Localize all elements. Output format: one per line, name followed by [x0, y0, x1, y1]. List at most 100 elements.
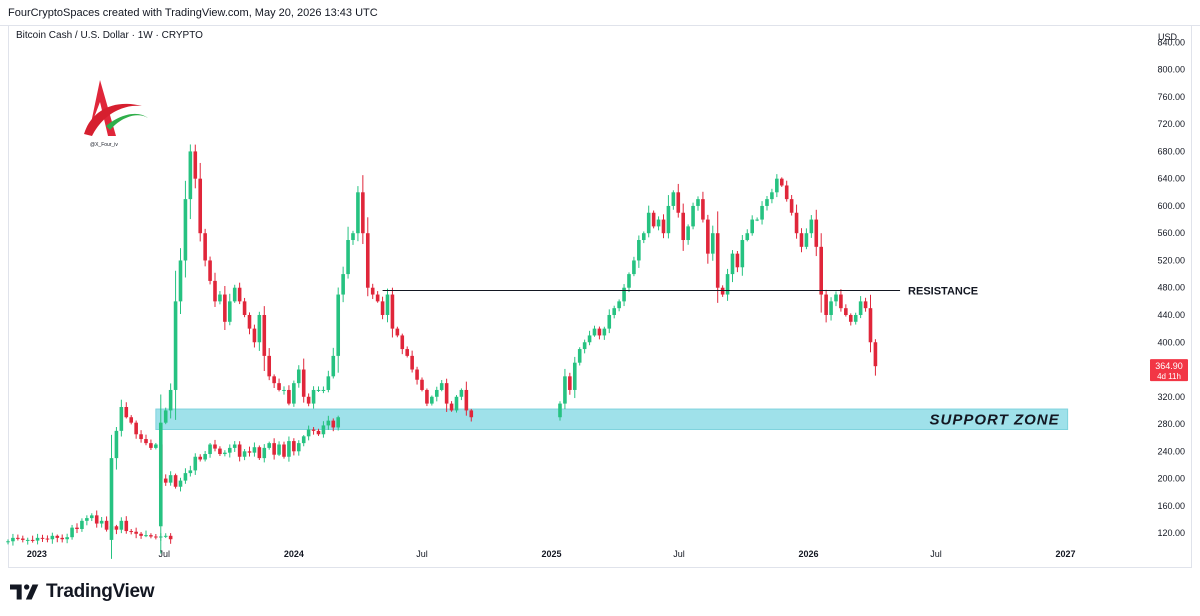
candle[interactable]: [839, 289, 843, 312]
tradingview-footer[interactable]: TradingView: [10, 580, 155, 604]
candle[interactable]: [218, 291, 222, 305]
candle[interactable]: [563, 368, 567, 410]
candle[interactable]: [124, 516, 129, 534]
candle[interactable]: [651, 210, 656, 229]
candle[interactable]: [85, 515, 89, 526]
candle[interactable]: [370, 283, 375, 299]
candle[interactable]: [267, 441, 272, 450]
candle[interactable]: [765, 196, 769, 211]
candle[interactable]: [755, 217, 759, 222]
candle[interactable]: [331, 418, 336, 432]
candle[interactable]: [725, 268, 730, 301]
candle[interactable]: [193, 144, 198, 189]
symbol-title[interactable]: Bitcoin Cash / U.S. Dollar · 1W · CRYPTO: [16, 30, 203, 41]
candle[interactable]: [25, 537, 30, 545]
candle[interactable]: [710, 225, 715, 261]
candle[interactable]: [144, 530, 148, 538]
candle[interactable]: [154, 534, 158, 540]
candle[interactable]: [183, 468, 188, 484]
candle[interactable]: [735, 250, 740, 273]
candle[interactable]: [420, 377, 424, 392]
candle[interactable]: [326, 370, 331, 393]
candle[interactable]: [430, 395, 434, 406]
candle[interactable]: [681, 203, 686, 251]
candle[interactable]: [321, 421, 326, 438]
candle[interactable]: [602, 326, 607, 340]
candle[interactable]: [612, 305, 617, 319]
candle[interactable]: [794, 204, 799, 239]
candle[interactable]: [223, 450, 227, 457]
candle[interactable]: [809, 215, 814, 238]
candle[interactable]: [858, 296, 863, 319]
candle[interactable]: [395, 326, 400, 338]
candle[interactable]: [134, 420, 138, 439]
candle[interactable]: [287, 385, 291, 406]
candle[interactable]: [804, 228, 809, 250]
candle[interactable]: [114, 427, 119, 470]
candle[interactable]: [198, 162, 203, 242]
candle[interactable]: [326, 415, 331, 430]
candle[interactable]: [301, 435, 306, 447]
candle[interactable]: [686, 224, 690, 245]
candle[interactable]: [114, 524, 119, 535]
candle[interactable]: [149, 439, 153, 450]
candle[interactable]: [252, 442, 257, 457]
candle[interactable]: [760, 201, 764, 225]
candle[interactable]: [558, 401, 562, 421]
candle[interactable]: [40, 534, 45, 542]
candle[interactable]: [178, 248, 183, 315]
candle[interactable]: [365, 217, 370, 297]
candle[interactable]: [691, 202, 695, 230]
candle[interactable]: [75, 523, 79, 534]
support-zone-box[interactable]: [155, 408, 1069, 430]
candle[interactable]: [351, 230, 355, 245]
candle[interactable]: [829, 297, 833, 321]
candle[interactable]: [149, 533, 153, 539]
candle[interactable]: [676, 183, 681, 218]
candle[interactable]: [779, 177, 784, 187]
candle[interactable]: [262, 444, 267, 463]
candle[interactable]: [247, 446, 252, 457]
candle[interactable]: [425, 388, 429, 407]
candle[interactable]: [784, 180, 789, 202]
candle[interactable]: [203, 450, 207, 462]
candle[interactable]: [247, 312, 252, 335]
candle[interactable]: [124, 402, 129, 419]
candle[interactable]: [617, 299, 621, 312]
candle[interactable]: [720, 285, 725, 297]
candle[interactable]: [144, 434, 148, 446]
candle[interactable]: [242, 449, 247, 461]
candle[interactable]: [444, 378, 449, 412]
candle[interactable]: [814, 209, 819, 257]
candle[interactable]: [257, 445, 262, 461]
candle[interactable]: [267, 348, 272, 381]
candle[interactable]: [296, 365, 301, 388]
candle[interactable]: [637, 235, 641, 268]
candle[interactable]: [622, 284, 626, 307]
candle[interactable]: [257, 311, 262, 351]
candle[interactable]: [287, 436, 291, 462]
candle[interactable]: [45, 535, 50, 543]
candle[interactable]: [168, 533, 173, 544]
candle[interactable]: [454, 395, 459, 413]
candle[interactable]: [449, 401, 454, 412]
candle[interactable]: [173, 473, 178, 489]
candle[interactable]: [30, 535, 35, 543]
candle[interactable]: [572, 356, 577, 399]
candle[interactable]: [346, 226, 350, 279]
candle[interactable]: [60, 534, 65, 543]
candle[interactable]: [292, 380, 296, 407]
candle[interactable]: [16, 534, 20, 541]
candle[interactable]: [661, 214, 666, 239]
candle[interactable]: [203, 228, 207, 267]
candle[interactable]: [272, 374, 276, 388]
candle[interactable]: [272, 438, 276, 460]
candle[interactable]: [641, 231, 646, 244]
candle[interactable]: [227, 293, 232, 326]
candle[interactable]: [587, 330, 592, 346]
candle[interactable]: [277, 441, 281, 457]
candle[interactable]: [218, 446, 222, 457]
candle[interactable]: [237, 441, 242, 462]
candle[interactable]: [306, 425, 311, 441]
candle[interactable]: [173, 270, 178, 420]
